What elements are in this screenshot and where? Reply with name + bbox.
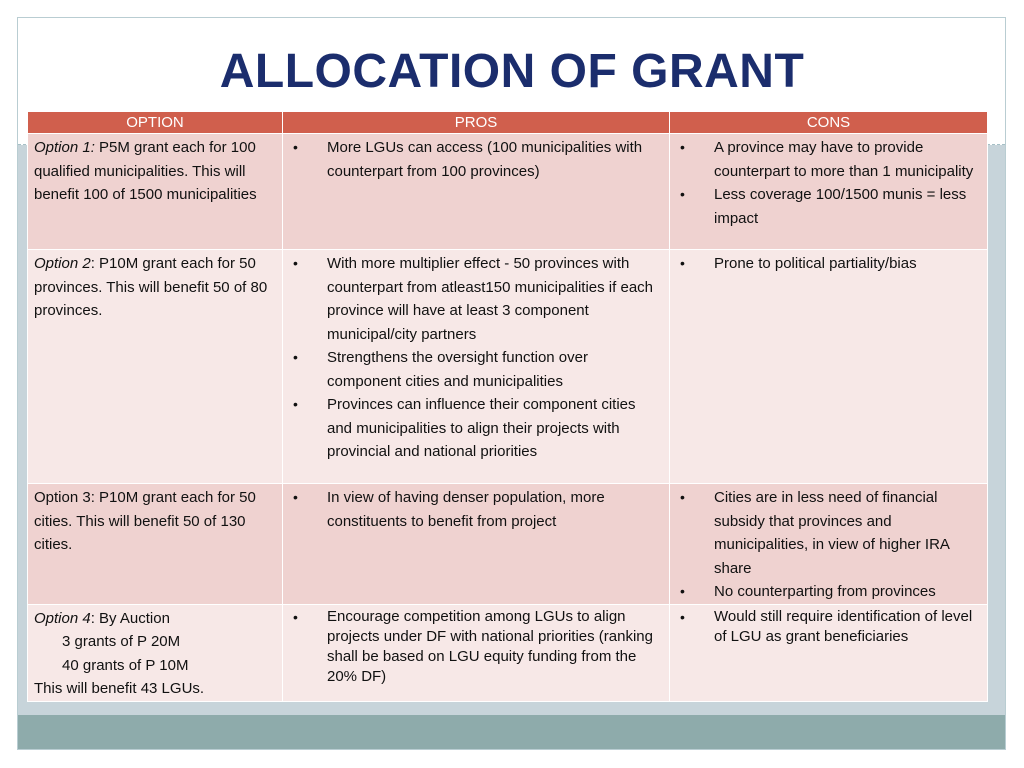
table-row: Option 4: By Auction 3 grants of P 20M 4…	[27, 603, 988, 702]
pros-cell: Encourage competition among LGUs to alig…	[282, 603, 670, 702]
cons-item: Less coverage 100/1500 munis = less impa…	[676, 183, 981, 230]
option-label: Option 4	[34, 609, 91, 627]
option-text: P5M grant each for 100 qualified municip…	[34, 139, 257, 203]
option-cell: Option 4: By Auction 3 grants of P 20M 4…	[27, 603, 283, 702]
cons-item: A province may have to provide counterpa…	[676, 136, 981, 183]
table-header-row: OPTION PROS CONS	[27, 111, 988, 134]
option-cell: Option 3: P10M grant each for 50 cities.…	[27, 483, 283, 605]
option-label: Option 1:	[34, 139, 95, 156]
pros-item: In view of having denser population, mor…	[289, 486, 663, 533]
cons-item: Cities are in less need of financial sub…	[676, 486, 981, 580]
table-row: Option 3: P10M grant each for 50 cities.…	[27, 483, 988, 605]
header-option: OPTION	[27, 111, 283, 134]
cons-cell: Cities are in less need of financial sub…	[669, 483, 988, 605]
auction-line: 40 grants of P 10M	[62, 656, 189, 674]
table-row: Option 1: P5M grant each for 100 qualifi…	[27, 133, 988, 250]
footer-band	[18, 715, 1005, 749]
pros-item: With more multiplier effect - 50 provinc…	[289, 252, 663, 346]
pros-cell: With more multiplier effect - 50 provinc…	[282, 249, 670, 484]
option-label: Option 2	[34, 255, 91, 272]
option-text: : By Auction	[90, 609, 170, 627]
cons-item: Would still require identification of le…	[676, 607, 981, 647]
option-label: Option 3	[34, 489, 91, 506]
cons-cell: Would still require identification of le…	[669, 603, 988, 702]
pros-cell: More LGUs can access (100 municipalities…	[282, 133, 670, 250]
auction-line: 3 grants of P 20M	[62, 633, 181, 650]
cons-item: No counterparting from provinces	[676, 580, 981, 604]
option-cell: Option 1: P5M grant each for 100 qualifi…	[27, 133, 283, 250]
slide-frame	[17, 17, 1006, 750]
header-pros: PROS	[282, 111, 670, 134]
option-text: : P10M grant each for 50 cities. This wi…	[34, 489, 256, 553]
grant-allocation-table: OPTION PROS CONS Option 1: P5M grant eac…	[27, 111, 988, 702]
cons-cell: A province may have to provide counterpa…	[669, 133, 988, 250]
slide-title: ALLOCATION OF GRANT	[219, 45, 805, 98]
header-cons: CONS	[669, 111, 988, 134]
option-text: : P10M grant each for 50 provinces. This…	[34, 255, 268, 319]
pros-item: Provinces can influence their component …	[289, 393, 663, 464]
cons-cell: Prone to political partiality/bias	[669, 249, 988, 484]
pros-item: More LGUs can access (100 municipalities…	[289, 136, 663, 183]
pros-cell: In view of having denser population, mor…	[282, 483, 670, 605]
table-row: Option 2: P10M grant each for 50 provinc…	[27, 249, 988, 484]
cons-item: Prone to political partiality/bias	[676, 252, 981, 276]
pros-item: Encourage competition among LGUs to alig…	[289, 607, 663, 687]
pros-item: Strengthens the oversight function over …	[289, 346, 663, 393]
option-cell: Option 2: P10M grant each for 50 provinc…	[27, 249, 283, 484]
option-footer: This will benefit 43 LGUs.	[34, 680, 205, 697]
